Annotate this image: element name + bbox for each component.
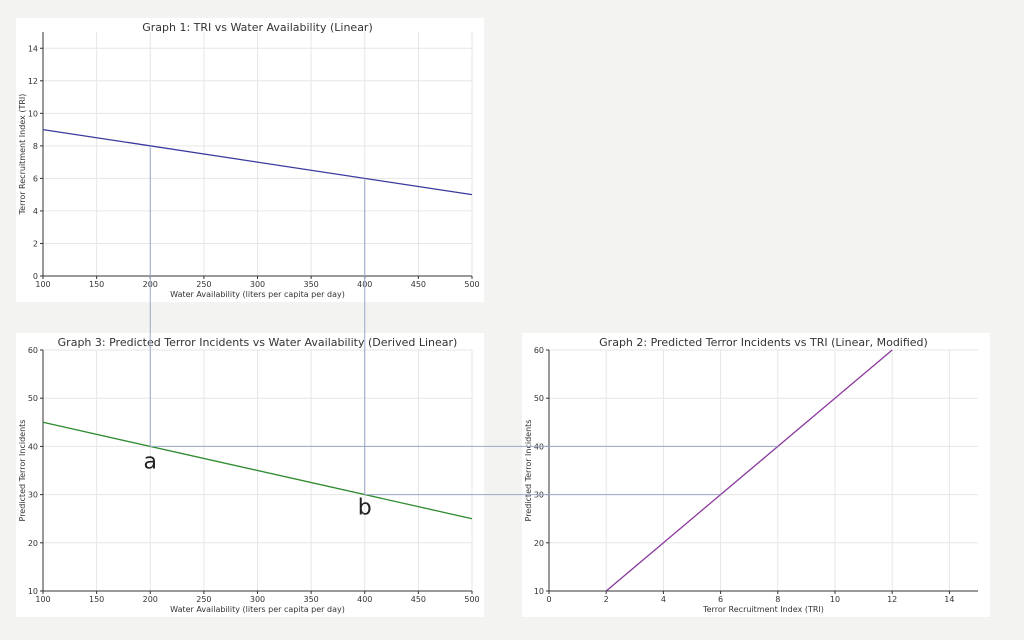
y-tick-label: 50 bbox=[534, 394, 544, 403]
x-tick-label: 450 bbox=[411, 595, 426, 604]
graph2-panel: 0 2 4 6 8 10 12 14 10 20 30 40 50 60 Graph 2: Predicte… bbox=[522, 333, 990, 617]
graph3-title: Graph 3: Predicted Terror Incidents vs W… bbox=[58, 336, 458, 349]
graph3-panel: 100 150 200 250 300 350 400 450 500 10 20 30 40 50 60 G… bbox=[16, 333, 484, 617]
graph2-y-axis-label: Predicted Terror Incidents bbox=[524, 420, 533, 522]
graph2-title: Graph 2: Predicted Terror Incidents vs T… bbox=[599, 336, 928, 349]
x-tick-label: 10 bbox=[830, 595, 840, 604]
x-tick-label: 400 bbox=[357, 595, 372, 604]
x-tick-label: 250 bbox=[196, 280, 211, 289]
graph3-series-line bbox=[42, 421, 473, 520]
x-tick-label: 200 bbox=[143, 280, 158, 289]
graph2-series-line bbox=[605, 349, 893, 592]
x-tick-label: 300 bbox=[250, 595, 265, 604]
x-tick-label: 150 bbox=[89, 280, 104, 289]
y-tick-label: 40 bbox=[534, 442, 544, 451]
graph3-x-axis-label: Water Availability (liters per capita pe… bbox=[170, 605, 345, 614]
x-tick-label: 500 bbox=[464, 280, 479, 289]
x-tick-label: 350 bbox=[303, 280, 318, 289]
point-label-b: b bbox=[358, 496, 372, 521]
x-tick-label: 2 bbox=[604, 595, 609, 604]
graph1-y-axis-label: Terror Recruitment Index (TRI) bbox=[18, 94, 27, 216]
x-tick-label: 500 bbox=[464, 595, 479, 604]
y-tick-label: 14 bbox=[28, 44, 38, 53]
point-label-a: a bbox=[144, 449, 157, 474]
y-tick-label: 20 bbox=[28, 539, 38, 548]
graph2-svg: 0 2 4 6 8 10 12 14 10 20 30 40 50 60 Graph 2: Predicte… bbox=[524, 336, 978, 614]
graph1-x-axis-label: Water Availability (liters per capita pe… bbox=[170, 290, 345, 299]
y-tick-label: 30 bbox=[534, 491, 544, 500]
graph1-svg: 100 150 200 250 300 350 400 450 500 0 2 4 6 8 10 12 14 Gr… bbox=[18, 21, 480, 299]
x-tick-label: 0 bbox=[546, 595, 551, 604]
x-tick-label: 100 bbox=[35, 595, 50, 604]
y-tick-label: 60 bbox=[28, 346, 38, 355]
x-tick-label: 150 bbox=[89, 595, 104, 604]
y-tick-label: 10 bbox=[28, 109, 38, 118]
graph2-x-axis-label: Terror Recruitment Index (TRI) bbox=[702, 605, 824, 614]
y-tick-label: 20 bbox=[534, 539, 544, 548]
graph1-series-line bbox=[42, 128, 473, 196]
x-tick-label: 4 bbox=[661, 595, 666, 604]
x-tick-label: 450 bbox=[411, 280, 426, 289]
y-tick-label: 50 bbox=[28, 394, 38, 403]
graph3-y-axis-label: Predicted Terror Incidents bbox=[18, 420, 27, 522]
x-tick-label: 12 bbox=[887, 595, 897, 604]
y-tick-label: 4 bbox=[33, 207, 38, 216]
x-tick-label: 14 bbox=[944, 595, 954, 604]
y-tick-label: 30 bbox=[28, 491, 38, 500]
x-tick-label: 8 bbox=[775, 595, 780, 604]
x-tick-label: 250 bbox=[196, 595, 211, 604]
x-tick-label: 400 bbox=[357, 280, 372, 289]
y-tick-label: 40 bbox=[28, 442, 38, 451]
y-tick-label: 60 bbox=[534, 346, 544, 355]
y-tick-label: 12 bbox=[28, 77, 38, 86]
graph1-panel: 100 150 200 250 300 350 400 450 500 0 2 4 6 8 10 12 14 Gr… bbox=[16, 18, 484, 302]
graph3-svg: 100 150 200 250 300 350 400 450 500 10 20 30 40 50 60 G… bbox=[18, 336, 480, 614]
x-tick-label: 200 bbox=[143, 595, 158, 604]
y-tick-label: 2 bbox=[33, 239, 38, 248]
y-tick-label: 10 bbox=[534, 587, 544, 596]
y-tick-label: 10 bbox=[28, 587, 38, 596]
y-tick-label: 0 bbox=[33, 272, 38, 281]
x-tick-label: 100 bbox=[35, 280, 50, 289]
y-tick-label: 8 bbox=[33, 142, 38, 151]
graph1-title: Graph 1: TRI vs Water Availability (Line… bbox=[142, 21, 373, 34]
x-tick-label: 6 bbox=[718, 595, 723, 604]
x-tick-label: 350 bbox=[303, 595, 318, 604]
x-tick-label: 300 bbox=[250, 280, 265, 289]
y-tick-label: 6 bbox=[33, 174, 38, 183]
